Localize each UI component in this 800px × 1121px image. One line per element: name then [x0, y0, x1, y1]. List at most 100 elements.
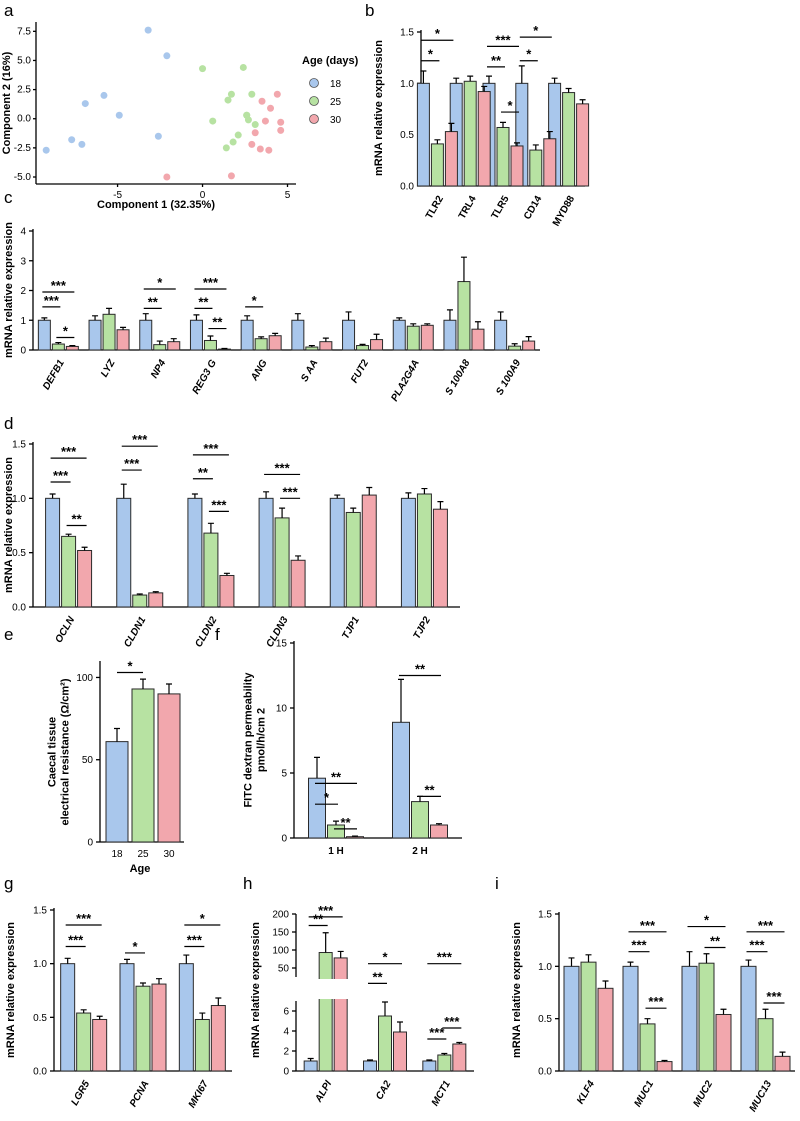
- error-bar: [263, 491, 270, 499]
- y-tick-label: 0.0: [400, 182, 414, 193]
- error-bar: [525, 336, 532, 342]
- y-tick-label: -5.0: [14, 172, 32, 183]
- error-bar: [546, 130, 553, 139]
- bar-TJP1-18: [329, 497, 345, 608]
- x-tick-label: NP4: [149, 358, 168, 381]
- error-bar: [166, 683, 172, 694]
- error-bar: [456, 1041, 463, 1044]
- error-bar: [551, 77, 558, 84]
- bar-2H-18: [392, 721, 410, 839]
- bar-LYZ-25: [102, 313, 116, 351]
- error-bar: [405, 492, 412, 499]
- error-bar: [441, 1052, 448, 1055]
- error-bar: [221, 347, 228, 350]
- significance-label: ***: [495, 32, 511, 47]
- error-bar: [602, 980, 609, 989]
- axis-break-gap: [290, 979, 478, 999]
- panel-label-h: h: [243, 874, 252, 893]
- y-tick-label: 1.0: [538, 962, 552, 973]
- bar-MCT1-30: [452, 1043, 467, 1072]
- y-axis-label-line: mRNA relative expression: [250, 922, 262, 1058]
- y-tick-label: 100: [76, 673, 93, 684]
- point-age-30: [273, 90, 281, 98]
- error-bar: [207, 335, 214, 341]
- error-bar: [191, 493, 198, 499]
- significance-label: **: [198, 294, 209, 309]
- bar-SAA-30: [319, 341, 333, 351]
- bar-MUC2-18: [681, 965, 698, 1072]
- bar-PLA2G4A-18: [392, 319, 406, 351]
- bar-PLA2G4A-25: [406, 325, 420, 351]
- significance-label: *: [533, 23, 539, 38]
- bar-MCT1-25: [437, 1054, 452, 1072]
- x-tick-label: TJP2: [412, 615, 434, 642]
- error-bar: [398, 678, 404, 723]
- y-tick-label: 50: [278, 964, 290, 975]
- y-tick-label: 0: [283, 1067, 289, 1078]
- bar-REG3G-25: [203, 339, 217, 351]
- panel-a: 7.5 5.0 2.5 0.0 -2.5 -5.0 -5 0 5 Component 1 (32.…: [14, 22, 359, 211]
- y-tick-label: 0: [20, 346, 26, 357]
- bar-age-30: [157, 693, 181, 843]
- bar-CD14-30: [543, 138, 557, 187]
- y-tick-label: 50: [82, 755, 94, 766]
- error-bar: [417, 795, 423, 802]
- error-bar: [244, 315, 251, 321]
- error-bar: [140, 678, 146, 689]
- error-bar: [366, 486, 373, 496]
- error-bar: [345, 311, 352, 321]
- x-tick-label: LYZ: [99, 357, 118, 379]
- bar-TJP1-25: [345, 511, 361, 608]
- significance-label: ***: [211, 497, 227, 512]
- bar-MUC1-25: [639, 1023, 656, 1072]
- error-bar: [136, 593, 143, 596]
- error-bar: [745, 959, 752, 967]
- y-axis-label-line: Component 2 (16%): [1, 51, 13, 154]
- y-tick-label: 5.0: [17, 55, 31, 66]
- error-bar: [568, 957, 575, 967]
- panel-label-b: b: [365, 1, 374, 20]
- error-bar: [215, 997, 222, 1006]
- error-bar: [140, 982, 146, 987]
- x-tick-label: TRL4: [457, 194, 479, 222]
- panel-label-g: g: [4, 874, 13, 893]
- y-tick-label: 1: [20, 316, 26, 327]
- error-bar: [703, 953, 710, 964]
- error-bar: [518, 65, 525, 84]
- significance-label: ***: [318, 903, 334, 918]
- bar-ANG-30: [268, 335, 282, 351]
- error-bar: [436, 823, 442, 825]
- significance-label: ***: [187, 932, 203, 947]
- error-bar: [199, 1012, 206, 1020]
- bar-age-25: [131, 688, 155, 843]
- error-bar: [295, 555, 302, 561]
- x-tick-label: TJP1: [340, 615, 362, 642]
- significance-label: *: [428, 47, 434, 62]
- error-bar: [686, 951, 693, 967]
- bar-KLF4-30: [597, 987, 614, 1072]
- y-tick-label: 1.0: [12, 494, 26, 505]
- error-bar: [410, 323, 417, 327]
- panel-e: 0 50 100 18 25 30 * Age: [76, 659, 184, 875]
- error-bar: [65, 533, 72, 537]
- bar-DEFB1-25: [51, 343, 65, 351]
- point-age-30: [277, 126, 285, 134]
- error-bar: [272, 332, 279, 336]
- error-bar: [481, 85, 488, 92]
- point-age-18: [144, 26, 152, 34]
- bar-NP4-25: [153, 344, 167, 351]
- y-tick-label: 1.5: [12, 440, 26, 451]
- x-tick-label: MKI67: [187, 1079, 211, 1110]
- y-axis-label-h: mRNA relative expression: [250, 922, 262, 1058]
- significance-label: ***: [124, 456, 140, 471]
- bar-MCT1-18: [422, 1060, 437, 1072]
- x-tick-label: 25: [137, 849, 149, 860]
- error-bar: [359, 343, 366, 346]
- significance-label: *: [324, 790, 330, 805]
- bar-CLDN1-25: [132, 594, 148, 608]
- bar-PLA2G4A-30: [420, 324, 434, 351]
- bar-SAA-18: [291, 319, 305, 351]
- significance-label: *: [252, 293, 258, 308]
